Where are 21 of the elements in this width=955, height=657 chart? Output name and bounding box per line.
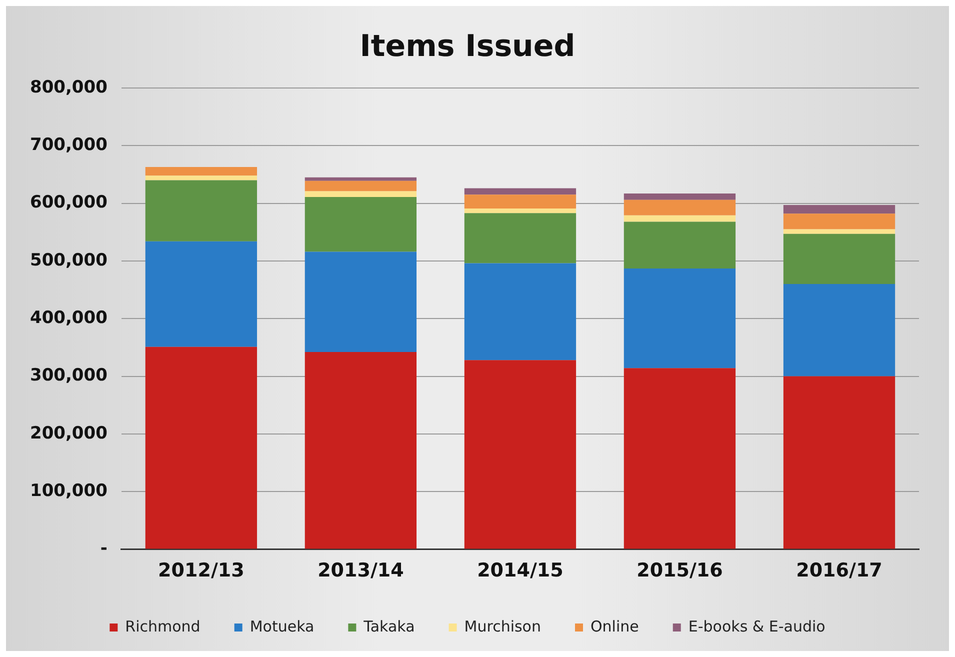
legend-label: Motueka <box>250 617 314 636</box>
legend-label: Takaka <box>362 617 415 636</box>
y-tick-label: - <box>100 538 108 559</box>
y-tick-label: 300,000 <box>30 366 108 386</box>
legend-label: Online <box>590 617 639 636</box>
chart-title: Items Issued <box>360 28 576 64</box>
y-tick-label: 800,000 <box>30 77 108 98</box>
x-tick-label: 2015/16 <box>636 560 723 582</box>
x-tick-label: 2014/15 <box>477 560 564 582</box>
y-tick-label: 700,000 <box>30 135 108 156</box>
y-tick-label: 500,000 <box>30 250 108 270</box>
legend-label: Murchison <box>464 617 541 636</box>
y-tick-label: 200,000 <box>30 423 108 444</box>
y-tick-label: 600,000 <box>30 192 108 213</box>
legend-label: Richmond <box>125 617 200 636</box>
x-tick-label: 2012/13 <box>158 560 244 582</box>
x-tick-label: 2013/14 <box>318 560 404 582</box>
legend-label: E-books & E-audio <box>688 617 826 636</box>
y-tick-label: 400,000 <box>30 308 108 328</box>
y-tick-label: 100,000 <box>30 480 108 501</box>
x-tick-label: 2016/17 <box>796 560 882 582</box>
